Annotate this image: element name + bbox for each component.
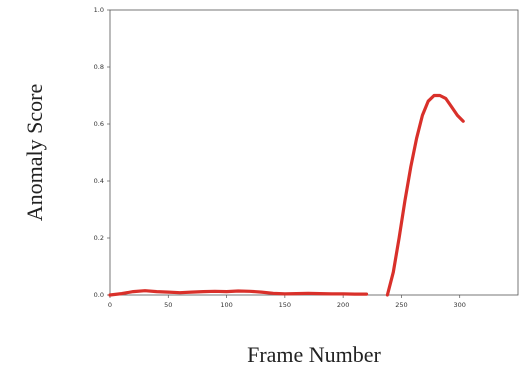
y-tick-label: 0.4 [94,177,104,185]
anomaly-score-line-segment-1 [108,289,369,297]
y-tick-label: 0.8 [94,63,104,71]
x-tick-label: 100 [220,301,232,309]
x-tick-label: 0 [108,301,112,309]
y-tick-label: 1.0 [94,6,104,14]
y-axis-label: Anomaly Score [22,84,47,221]
y-tick-label: 0.0 [94,291,104,299]
y-axis-ticks: 0.0 0.2 0.4 0.6 0.8 1.0 [94,6,110,299]
x-tick-label: 150 [279,301,291,309]
x-tick-label: 200 [337,301,349,309]
anomaly-score-line-segment-2 [385,93,465,297]
y-tick-label: 0.2 [94,234,104,242]
y-tick-label: 0.6 [94,120,104,128]
x-axis-label: Frame Number [247,342,381,367]
x-tick-label: 50 [164,301,172,309]
series-layer [108,93,465,297]
x-tick-label: 300 [454,301,466,309]
plot-area-frame [109,9,519,296]
x-tick-label: 250 [395,301,407,309]
x-axis-ticks: 0 50 100 150 200 250 300 [108,295,466,309]
